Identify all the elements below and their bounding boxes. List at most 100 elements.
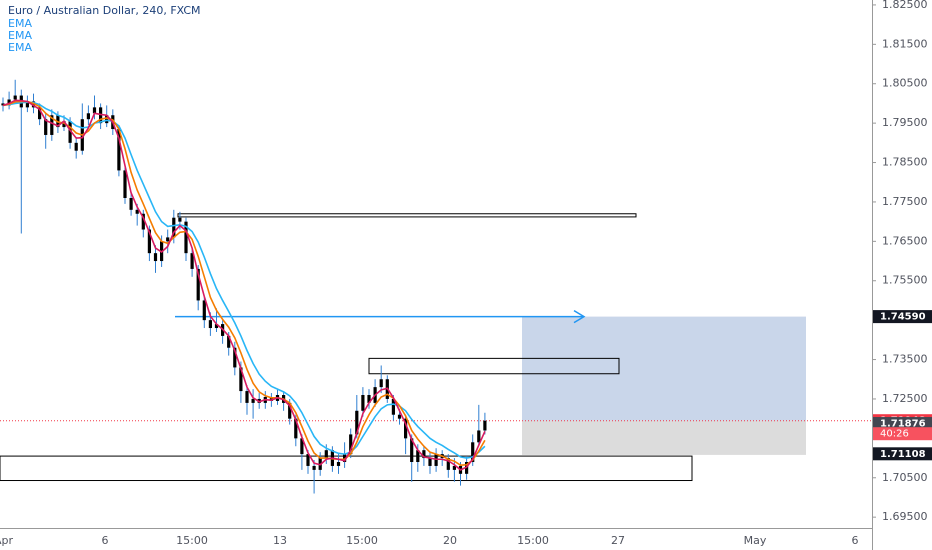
candle-body: [416, 450, 420, 462]
price-label-box: [873, 310, 932, 324]
candle-body: [233, 347, 237, 368]
candle-body: [446, 458, 450, 470]
candle-body: [38, 107, 42, 120]
y-tick-label: 1.69500: [882, 510, 928, 523]
y-tick-label: 1.72500: [882, 392, 928, 405]
legend-entry: EMA: [8, 41, 32, 54]
candle-body: [251, 398, 255, 403]
candle-body: [184, 221, 188, 254]
candle-body: [336, 462, 341, 466]
candle-body: [129, 198, 133, 210]
candle-body: [379, 379, 383, 388]
candle-body: [269, 396, 273, 401]
candle-body: [172, 217, 176, 238]
candle-body: [166, 237, 170, 242]
x-tick-label: Apr: [0, 534, 14, 547]
candle-body: [324, 450, 328, 459]
price-label-box: [873, 447, 932, 461]
candle-body: [306, 454, 310, 466]
candle-body: [68, 121, 72, 143]
countdown: 40:26: [880, 429, 909, 440]
candle-body: [391, 398, 395, 415]
x-tick-label: 15:00: [176, 534, 208, 547]
candle-body: [50, 115, 54, 135]
candle-body: [135, 209, 139, 214]
candle-body: [7, 99, 11, 106]
candle-body: [153, 253, 158, 262]
y-tick-label: 1.77500: [882, 195, 928, 208]
candle-body: [74, 142, 78, 151]
candle-body: [141, 213, 145, 230]
countdown-box: [873, 427, 932, 441]
y-tick-label: 1.79500: [882, 116, 928, 129]
candle-body: [349, 434, 353, 455]
x-tick-label: 27: [611, 534, 625, 547]
y-tick-label: 1.76500: [882, 234, 928, 247]
candle-body: [25, 101, 29, 108]
candle-body: [300, 438, 304, 455]
x-tick-label: 6: [102, 534, 109, 547]
candle-body: [44, 119, 48, 135]
candle-body: [227, 335, 231, 348]
x-tick-label: 13: [273, 534, 287, 547]
candle-body: [202, 300, 206, 321]
legend-entry: EMA: [8, 29, 32, 42]
candle-body: [196, 268, 200, 301]
x-tick-label: 6: [852, 534, 859, 547]
legend-entry: EMA: [8, 17, 32, 30]
y-tick-label: 1.75500: [882, 274, 928, 287]
candle-body: [367, 395, 371, 403]
y-tick-label: 1.70500: [882, 471, 928, 484]
candle-body: [123, 170, 127, 198]
ema-line: [2, 101, 486, 459]
candle-body: [397, 414, 402, 419]
zone-box: [177, 213, 637, 218]
candle-body: [355, 410, 359, 435]
price-label-box: [873, 417, 932, 431]
candle-body: [471, 442, 475, 462]
arrow-head: [573, 309, 586, 324]
candle-body: [214, 324, 219, 329]
y-tick-label: 1.80500: [882, 77, 928, 90]
candle-body: [483, 420, 487, 431]
price-label: 1.74590: [880, 312, 926, 323]
candle-body: [117, 129, 121, 171]
price-label: 1.71108: [880, 449, 926, 460]
candle-body: [239, 367, 243, 392]
candle-body: [105, 115, 109, 124]
x-tick-label: 15:00: [346, 534, 378, 547]
candle-body: [1, 103, 5, 106]
y-tick-label: 1.81500: [882, 37, 928, 50]
target-zone: [522, 316, 806, 421]
zone-box: [368, 357, 620, 375]
candle-body: [404, 418, 408, 439]
candle-body: [245, 391, 249, 403]
candle-body: [86, 113, 90, 120]
price-label: 1.71876: [880, 419, 926, 430]
y-tick-label: 1.78500: [882, 156, 928, 169]
candle-body: [92, 107, 97, 114]
candle-body: [477, 430, 481, 443]
candle-body: [428, 458, 432, 466]
candle-body: [13, 95, 17, 100]
candle-body: [422, 450, 426, 459]
candle-body: [294, 418, 298, 439]
x-tick-label: 20: [443, 534, 457, 547]
candle-body: [288, 402, 292, 419]
candle-body: [31, 101, 36, 108]
y-tick-label: 1.82500: [882, 0, 928, 11]
candle-body: [208, 320, 212, 329]
y-tick-label: 1.73500: [882, 353, 928, 366]
candle-body: [361, 395, 365, 411]
ema-line: [2, 99, 486, 471]
candle-body: [452, 465, 456, 470]
candle-body: [343, 454, 347, 462]
candle-body: [190, 253, 194, 269]
ema-line: [2, 100, 486, 466]
candle-body: [312, 465, 316, 470]
candle-body: [410, 438, 414, 462]
stop-zone: [522, 420, 806, 455]
candle-body: [147, 229, 151, 254]
candle-body: [178, 217, 182, 222]
